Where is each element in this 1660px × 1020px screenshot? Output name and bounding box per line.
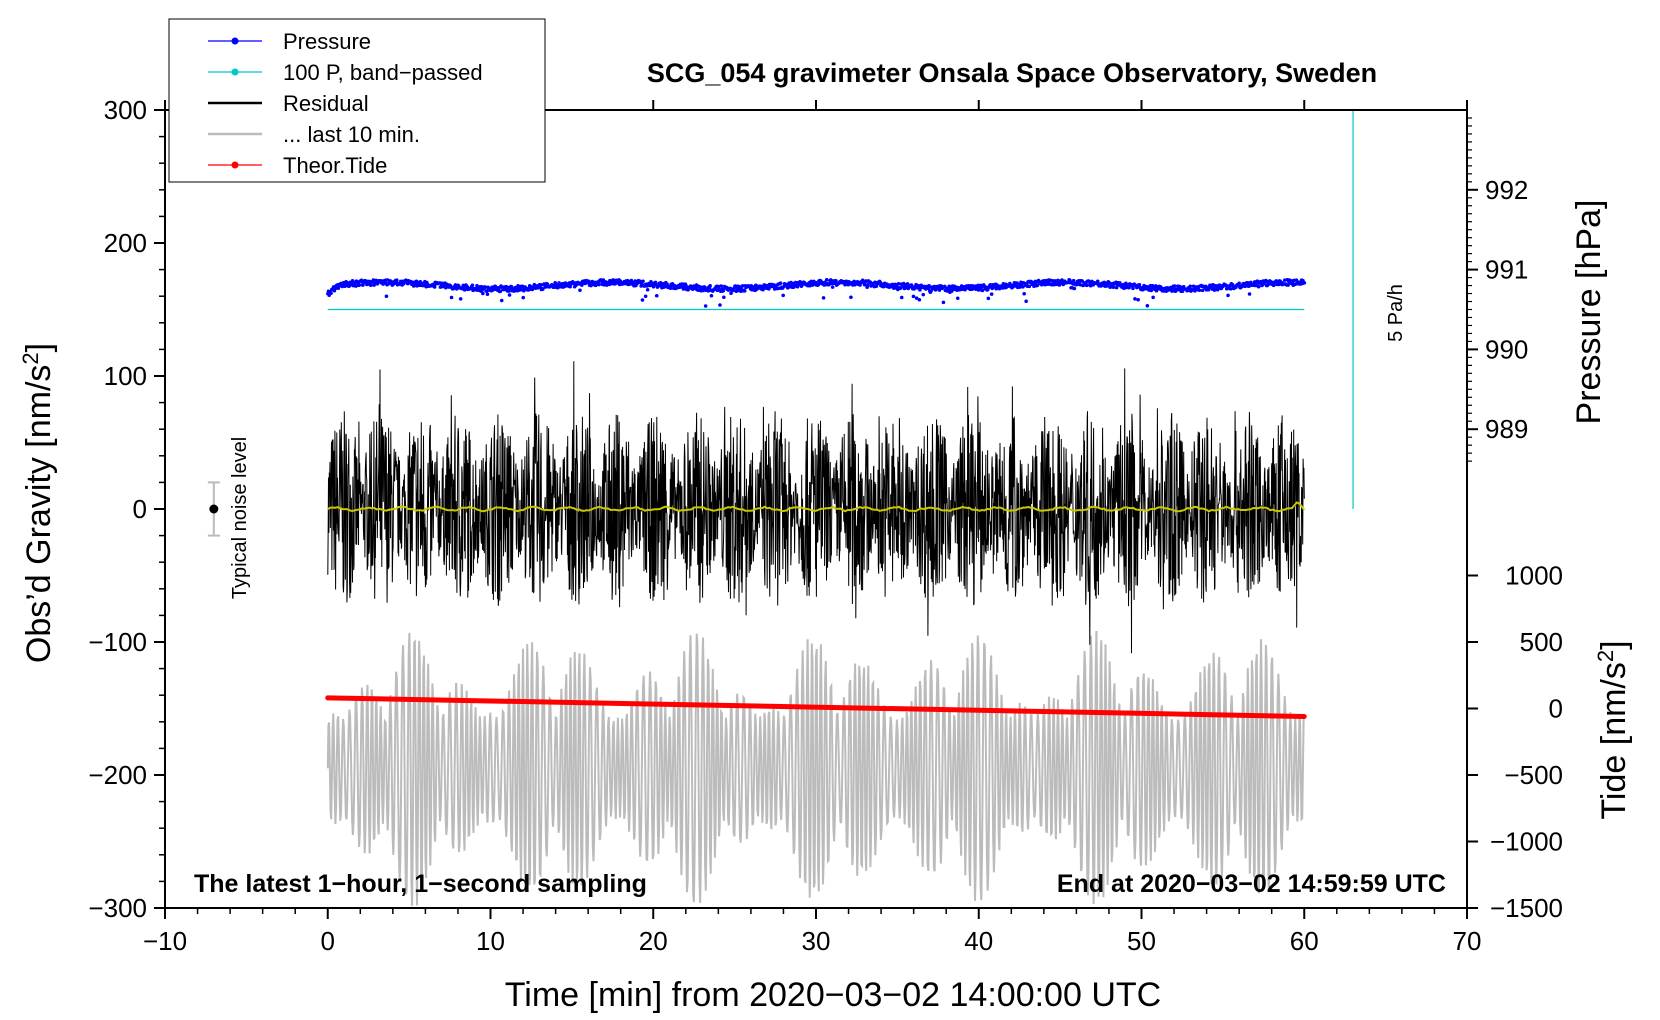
legend-label: Pressure: [283, 29, 371, 54]
annotation-sampling: The latest 1−hour, 1−second sampling: [194, 870, 647, 898]
tide-tick-label: −500: [1504, 760, 1563, 790]
x-tick-label: 60: [1290, 926, 1319, 956]
x-tick-label: 10: [476, 926, 505, 956]
residual-series: [327, 361, 1305, 654]
noise-bar-point: [209, 504, 219, 514]
legend-label: ... last 10 min.: [283, 122, 420, 147]
legend: Pressure 100 P, band−passed Residual ... la…: [168, 18, 546, 183]
y-tick-label: −300: [88, 893, 147, 923]
x-tick-label: 50: [1127, 926, 1156, 956]
theor-tide-series: [325, 695, 1307, 719]
rate-label: 5 Pa/h: [1385, 284, 1407, 342]
legend-box: [168, 18, 546, 183]
legend-swatch-marker: [231, 37, 239, 45]
legend-label: Residual: [283, 91, 369, 116]
y-tick-label: 100: [104, 361, 147, 391]
pressure-axis-label: Pressure [hPa]: [1570, 200, 1608, 425]
x-tick-label: 40: [964, 926, 993, 956]
chart-title: SCG_054 gravimeter Onsala Space Observat…: [647, 58, 1377, 88]
legend-label: Theor.Tide: [283, 153, 387, 178]
tide-axis-label-sup: 2: [1593, 650, 1618, 662]
tide-tick-label: −1000: [1490, 827, 1563, 857]
tide-tick-label: 0: [1549, 694, 1563, 724]
last-10-min-series: [326, 630, 1306, 906]
pressure-series: [326, 278, 1307, 308]
x-axis-label: Time [min] from 2020−03−02 14:00:00 UTC: [505, 976, 1161, 1014]
y-axis-label-prefix: Obs’d Gravity [nm/s: [20, 365, 58, 664]
tide-tick-label: 1000: [1505, 561, 1563, 591]
residual-smoothed-series: [327, 501, 1306, 513]
axes-layer: −10 0 10 20 30 40 50 60 703002001000−100−200−300…: [88, 95, 1563, 956]
y-axis-label-suffix: ]: [20, 343, 58, 352]
y-tick-label: 300: [104, 95, 147, 125]
legend-swatch-marker: [231, 161, 239, 169]
x-tick-label: 0: [321, 926, 335, 956]
annotation-end-time: End at 2020−03−02 14:59:59 UTC: [1057, 870, 1446, 898]
pressure-tick-label: 991: [1485, 255, 1528, 285]
y-tick-label: 0: [133, 494, 147, 524]
noise-level-label: Typical noise level: [229, 437, 251, 599]
y-tick-label: −100: [88, 627, 147, 657]
pressure-tick-label: 989: [1485, 414, 1528, 444]
y-tick-label: 200: [104, 228, 147, 258]
y-axis-label-sup: 2: [18, 352, 43, 364]
tide-tick-label: 500: [1520, 627, 1563, 657]
legend-label: 100 P, band−passed: [283, 60, 483, 85]
pressure-tick-label: 990: [1485, 334, 1528, 364]
y-axis-label: Obs’d Gravity [nm/s2]: [18, 343, 59, 663]
data-series-layer: [207, 110, 1354, 906]
legend-swatch-marker: [231, 68, 239, 76]
x-tick-label: 20: [639, 926, 668, 956]
text-layer: SCG_054 gravimeter Onsala Space Observat…: [18, 58, 1634, 1014]
tide-axis-label-suffix: ]: [1595, 640, 1633, 649]
y-tick-label: −200: [88, 760, 147, 790]
tide-axis-label: Tide [nm/s2]: [1593, 640, 1634, 819]
x-tick-label: 30: [802, 926, 831, 956]
pressure-tick-label: 992: [1485, 175, 1528, 205]
x-tick-label: 70: [1453, 926, 1482, 956]
tide-axis-label-prefix: Tide [nm/s: [1595, 662, 1633, 819]
tide-tick-label: −1500: [1490, 893, 1563, 923]
x-tick-label: −10: [143, 926, 187, 956]
